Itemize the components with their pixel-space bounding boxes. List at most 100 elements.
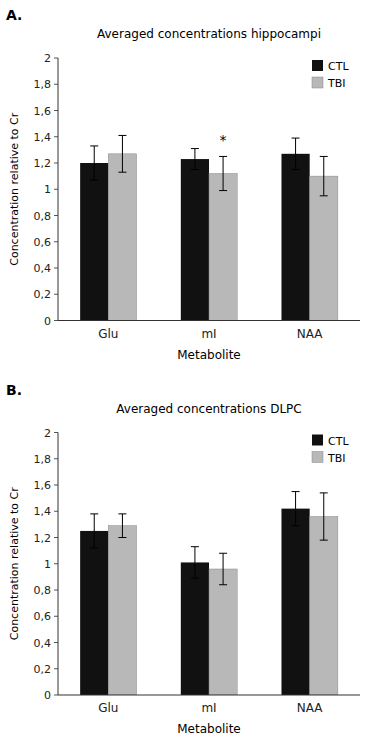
y-tick-label: 0,2 xyxy=(34,663,52,676)
error-cap xyxy=(320,540,328,541)
y-tick xyxy=(54,215,58,216)
legend-swatch xyxy=(312,77,323,88)
error-line xyxy=(194,547,195,579)
y-tick xyxy=(54,320,58,321)
y-tick xyxy=(54,590,58,591)
y-tick-label: 1,8 xyxy=(34,78,52,91)
error-cap xyxy=(219,156,227,157)
y-tick-label: 0,2 xyxy=(34,288,52,301)
x-tick-label: Glu xyxy=(98,701,118,715)
error-cap xyxy=(219,553,227,554)
y-tick xyxy=(54,84,58,85)
y-tick-label: 1 xyxy=(44,183,51,196)
y-axis-label: Concentration relative to Cr xyxy=(8,487,21,641)
error-cap xyxy=(320,156,328,157)
error-cap xyxy=(320,195,328,196)
legend-label: CTL xyxy=(328,60,349,73)
figure: A.Averaged concentrations hippocampi00,2… xyxy=(0,0,372,749)
y-tick-label: 1,8 xyxy=(34,453,52,466)
error-cap xyxy=(292,169,300,170)
annotation: * xyxy=(220,132,227,148)
y-tick-label: 1,6 xyxy=(34,479,52,492)
legend-swatch xyxy=(312,60,323,71)
x-tick-label: NAA xyxy=(297,701,324,715)
error-bar xyxy=(292,138,300,170)
y-tick-label: 0,4 xyxy=(34,262,52,275)
bar xyxy=(108,154,136,321)
y-tick-label: 1,4 xyxy=(34,131,52,144)
panel: B.Averaged concentrations DLPC00,20,40,6… xyxy=(6,382,360,737)
title: Averaged concentrations hippocampi xyxy=(97,27,321,41)
error-cap xyxy=(118,513,126,514)
y-tick xyxy=(54,163,58,164)
error-line xyxy=(323,493,324,540)
legend: CTLTBI xyxy=(312,435,349,465)
error-bar xyxy=(191,547,199,579)
error-cap xyxy=(118,172,126,173)
x-axis-label: Metabolite xyxy=(177,722,241,736)
title: Averaged concentrations DLPC xyxy=(116,402,301,416)
error-bar xyxy=(219,156,227,190)
error-line xyxy=(295,492,296,526)
legend: CTL TBI xyxy=(312,60,349,90)
y-tick xyxy=(54,189,58,190)
x-tick-label: NAA xyxy=(297,327,324,341)
y-tick-label: 0,8 xyxy=(34,210,52,223)
error-cap xyxy=(118,135,126,136)
error-cap xyxy=(118,537,126,538)
y-tick-label: 1 xyxy=(44,558,51,571)
error-cap xyxy=(90,513,98,514)
x-tick-label: mI xyxy=(201,327,216,341)
legend-label: CTL xyxy=(328,435,349,448)
bar xyxy=(181,562,209,695)
y-tick-label: 1,4 xyxy=(34,505,52,518)
error-line xyxy=(223,156,224,190)
bar xyxy=(209,569,237,695)
error-cap xyxy=(292,138,300,139)
bar xyxy=(80,163,108,321)
y-tick xyxy=(54,485,58,486)
legend-label: TBI xyxy=(327,77,346,90)
error-cap xyxy=(90,180,98,181)
error-bar xyxy=(219,553,227,585)
y-tick xyxy=(54,642,58,643)
y-axis xyxy=(58,433,59,696)
error-line xyxy=(94,514,95,548)
error-cap xyxy=(292,525,300,526)
y-tick-label: 0 xyxy=(44,689,51,702)
y-tick-label: 0,6 xyxy=(34,236,52,249)
legend-swatch xyxy=(312,435,323,446)
panel: A.Averaged concentrations hippocampi00,2… xyxy=(6,7,360,362)
error-bar xyxy=(90,514,98,548)
x-axis xyxy=(58,320,360,321)
error-line xyxy=(194,149,195,170)
error-line xyxy=(122,514,123,538)
error-cap xyxy=(191,578,199,579)
y-axis-label: Concentration relative to Cr xyxy=(8,112,21,266)
error-cap xyxy=(219,584,227,585)
y-tick xyxy=(54,268,58,269)
error-bar xyxy=(118,135,126,172)
y-tick xyxy=(54,511,58,512)
panel-label: B. xyxy=(6,382,22,398)
x-tick-label: mI xyxy=(201,701,216,715)
legend-swatch xyxy=(312,452,323,463)
x-axis-label: Metabolite xyxy=(177,348,241,362)
error-line xyxy=(295,138,296,170)
error-cap xyxy=(90,145,98,146)
y-tick-label: 1,2 xyxy=(34,532,52,545)
y-tick xyxy=(54,563,58,564)
bar xyxy=(80,531,108,695)
bar xyxy=(209,174,237,321)
marks xyxy=(80,492,338,695)
y-tick xyxy=(54,58,58,59)
y-tick-label: 2 xyxy=(44,427,51,440)
y-tick xyxy=(54,432,58,433)
error-line xyxy=(223,553,224,585)
y-tick-label: 1,6 xyxy=(34,105,52,118)
y-tick xyxy=(54,537,58,538)
x-axis xyxy=(58,695,360,696)
error-line xyxy=(122,135,123,172)
marks xyxy=(80,135,338,320)
bar xyxy=(310,517,338,696)
